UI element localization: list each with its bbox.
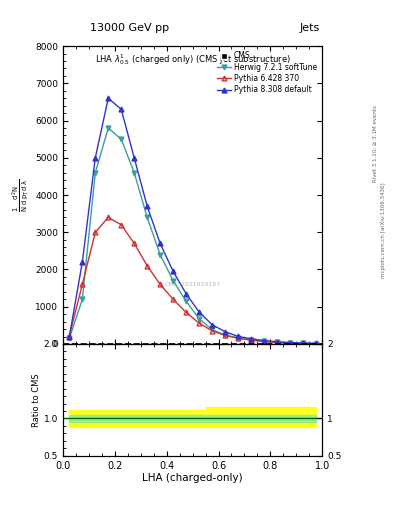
Pythia 8.308 default (106, 95, 111, 101)
Line: Herwig 7.2.1 softTune: Herwig 7.2.1 softTune (67, 125, 318, 346)
Pythia 8.308 default (288, 339, 292, 346)
Legend: CMS, Herwig 7.2.1 softTune, Pythia 6.428 370, Pythia 8.308 default: CMS, Herwig 7.2.1 softTune, Pythia 6.428… (215, 50, 318, 96)
Pythia 8.308 default (301, 340, 305, 346)
Herwig 7.2.1 softTune (236, 335, 241, 341)
Pythia 6.428 370 (274, 339, 279, 346)
Pythia 6.428 370 (158, 281, 163, 287)
Pythia 8.308 default (158, 240, 163, 246)
Pythia 6.428 370 (171, 296, 176, 303)
Pythia 6.428 370 (67, 333, 72, 339)
Pythia 6.428 370 (145, 263, 150, 269)
Y-axis label: $\mathregular{\frac{1}{N}\,\frac{d^{2}N}{d\,p_{T}\,d\,\lambda}}$: $\mathregular{\frac{1}{N}\,\frac{d^{2}N}… (10, 178, 31, 212)
Pythia 6.428 370 (119, 222, 123, 228)
Pythia 6.428 370 (197, 320, 202, 326)
Pythia 8.308 default (222, 329, 227, 335)
Herwig 7.2.1 softTune (249, 337, 253, 343)
Pythia 6.428 370 (288, 340, 292, 346)
Herwig 7.2.1 softTune (132, 169, 137, 176)
Text: Rivet 3.1.10; ≥ 3.1M events: Rivet 3.1.10; ≥ 3.1M events (373, 105, 378, 182)
Herwig 7.2.1 softTune (106, 125, 111, 131)
Herwig 7.2.1 softTune (210, 326, 215, 332)
Pythia 8.308 default (67, 333, 72, 339)
Pythia 6.428 370 (93, 229, 98, 236)
Herwig 7.2.1 softTune (145, 215, 150, 221)
Pythia 6.428 370 (106, 215, 111, 221)
Pythia 8.308 default (145, 203, 150, 209)
Pythia 8.308 default (197, 309, 202, 315)
X-axis label: LHA (charged-only): LHA (charged-only) (142, 473, 243, 483)
Herwig 7.2.1 softTune (301, 340, 305, 347)
Pythia 6.428 370 (80, 281, 85, 287)
Text: 13000 GeV pp: 13000 GeV pp (90, 23, 169, 33)
Herwig 7.2.1 softTune (274, 339, 279, 345)
Pythia 6.428 370 (314, 340, 318, 347)
Pythia 8.308 default (119, 106, 123, 113)
Pythia 6.428 370 (184, 309, 189, 315)
Herwig 7.2.1 softTune (119, 136, 123, 142)
Pythia 6.428 370 (132, 240, 137, 246)
Pythia 6.428 370 (301, 340, 305, 347)
Line: Pythia 6.428 370: Pythia 6.428 370 (67, 215, 318, 346)
Pythia 8.308 default (249, 336, 253, 342)
Herwig 7.2.1 softTune (222, 332, 227, 338)
Pythia 8.308 default (80, 259, 85, 265)
Pythia 8.308 default (184, 291, 189, 297)
Pythia 8.308 default (210, 322, 215, 328)
Herwig 7.2.1 softTune (262, 338, 266, 344)
Pythia 8.308 default (236, 333, 241, 339)
Line: Pythia 8.308 default: Pythia 8.308 default (67, 96, 318, 346)
Pythia 8.308 default (171, 268, 176, 274)
Text: LHA $\lambda^{1}_{0.5}$ (charged only) (CMS jet substructure): LHA $\lambda^{1}_{0.5}$ (charged only) (… (95, 52, 290, 67)
Y-axis label: Ratio to CMS: Ratio to CMS (32, 373, 41, 426)
Text: mcplots.cern.ch [arXiv:1306.3436]: mcplots.cern.ch [arXiv:1306.3436] (381, 183, 386, 278)
Pythia 8.308 default (132, 155, 137, 161)
Pythia 6.428 370 (236, 335, 241, 342)
Pythia 6.428 370 (222, 332, 227, 338)
Pythia 8.308 default (274, 338, 279, 345)
Herwig 7.2.1 softTune (67, 335, 72, 342)
Text: CMS_2021920187: CMS_2021920187 (165, 282, 220, 287)
Herwig 7.2.1 softTune (93, 169, 98, 176)
Herwig 7.2.1 softTune (288, 340, 292, 346)
Herwig 7.2.1 softTune (184, 298, 189, 304)
Herwig 7.2.1 softTune (158, 251, 163, 258)
Pythia 6.428 370 (249, 337, 253, 344)
Herwig 7.2.1 softTune (80, 296, 85, 303)
Pythia 6.428 370 (262, 338, 266, 345)
Text: Jets: Jets (300, 23, 320, 33)
Pythia 6.428 370 (210, 328, 215, 334)
Pythia 8.308 default (262, 337, 266, 344)
Pythia 8.308 default (93, 155, 98, 161)
Pythia 8.308 default (314, 340, 318, 347)
Herwig 7.2.1 softTune (171, 278, 176, 284)
Herwig 7.2.1 softTune (197, 315, 202, 322)
Herwig 7.2.1 softTune (314, 340, 318, 347)
